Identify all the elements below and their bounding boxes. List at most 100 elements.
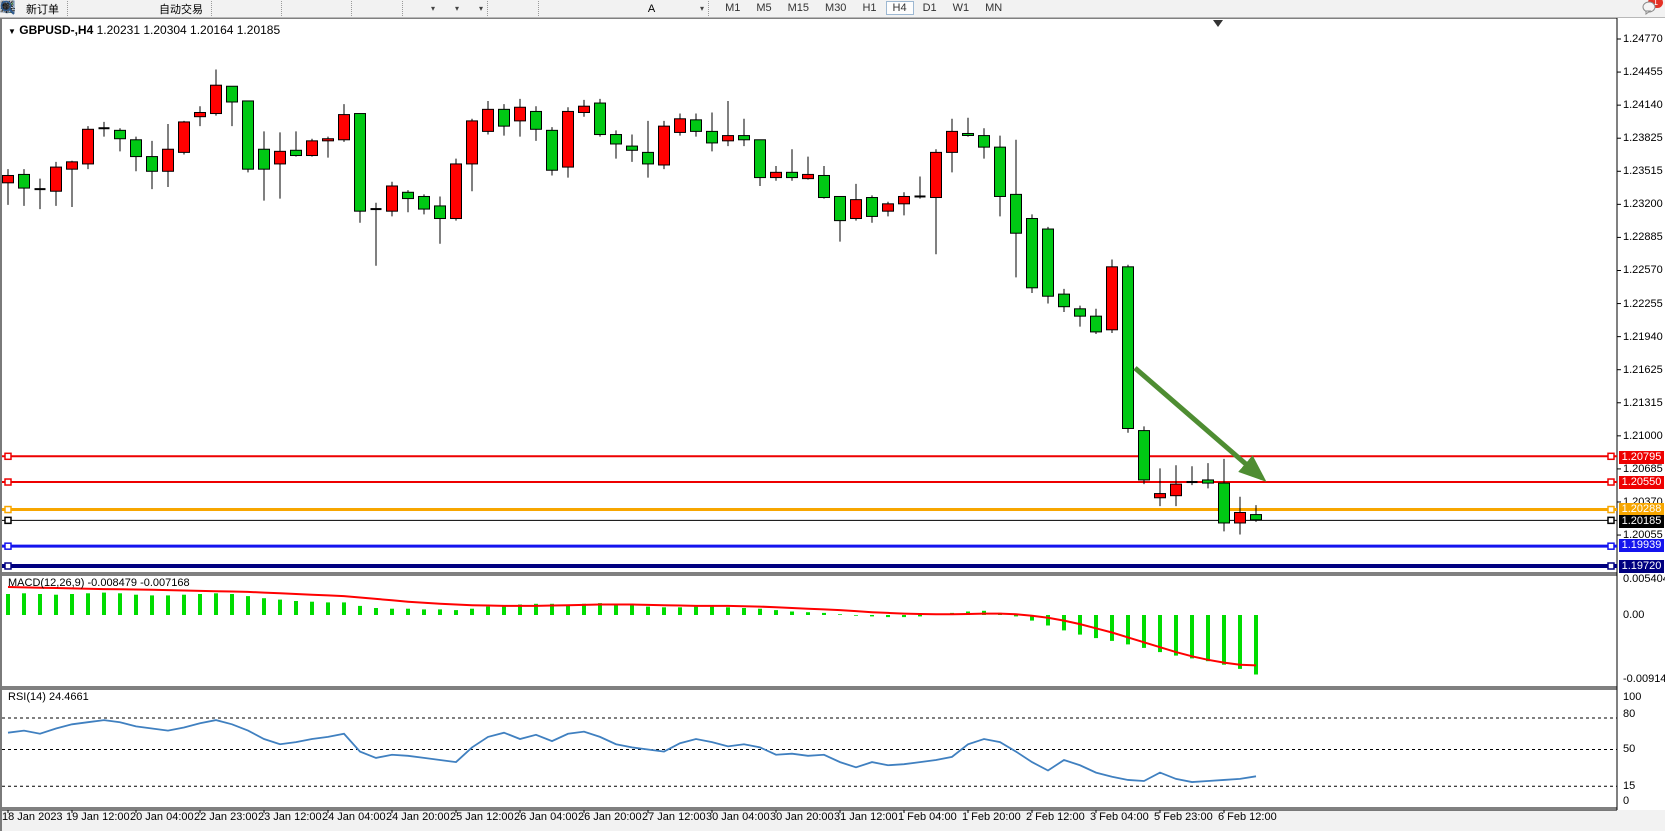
- chart-symbol-title: ▼ GBPUSD-,H4 1.20231 1.20304 1.20164 1.2…: [8, 23, 280, 37]
- horizontal-line-tool-icon[interactable]: [1, 1, 583, 16]
- cursor-icon[interactable]: [2, 1, 513, 16]
- label-tool-icon[interactable]: T: [0, 0, 678, 16]
- symbol-dropdown-icon[interactable]: ▼: [8, 27, 16, 36]
- timeframe-button-M15[interactable]: M15: [787, 2, 810, 14]
- timeframe-button-M1[interactable]: M1: [725, 2, 741, 14]
- periods-dropdown-caret[interactable]: ▾: [455, 4, 460, 13]
- candle-body-down: [1138, 430, 1150, 481]
- date-axis-label: 6 Feb 12:00: [1218, 811, 1277, 823]
- arrows-dropdown-caret[interactable]: ▾: [700, 4, 705, 13]
- candle-body-up: [1106, 266, 1118, 331]
- candle-body-down: [130, 139, 142, 158]
- line-endpoint-marker[interactable]: [4, 452, 12, 461]
- price-tag-1.20185: 1.20185: [1619, 515, 1664, 528]
- date-axis-label: 1 Feb 04:00: [898, 811, 957, 823]
- timeframe-button-M30[interactable]: M30: [825, 2, 847, 14]
- date-axis-label: 25 Jan 12:00: [450, 811, 514, 823]
- market-watch-icon[interactable]: [0, 1, 112, 16]
- templates-dropdown-caret[interactable]: ▾: [479, 4, 484, 13]
- line-endpoint-marker[interactable]: [1607, 452, 1615, 461]
- ohlc-readout: 1.20231 1.20304 1.20164 1.20185: [96, 23, 281, 37]
- candle-body-up: [194, 111, 206, 118]
- equidistant-channel-tool-icon[interactable]: E: [0, 0, 621, 16]
- timeframe-button-H4[interactable]: H4: [885, 1, 914, 15]
- candle-body-down: [642, 151, 654, 165]
- candle-body-down: [626, 145, 638, 151]
- indicators-icon[interactable]: [0, 1, 428, 16]
- zoom-out-icon[interactable]: [1, 1, 326, 16]
- price-axis-tick: 1.21940: [1623, 330, 1663, 343]
- rsi-axis-tick: 0: [1623, 795, 1630, 807]
- price-axis-tick: 1.21315: [1623, 396, 1663, 409]
- line-endpoint-marker[interactable]: [1607, 505, 1615, 514]
- candle-body-up: [850, 199, 862, 220]
- timeframe-button-H1[interactable]: H1: [862, 2, 877, 14]
- candlestick-mode-icon[interactable]: [1, 1, 256, 16]
- line-endpoint-marker[interactable]: [4, 478, 12, 486]
- candle-body-down: [18, 173, 30, 189]
- candle-body-up: [450, 163, 462, 220]
- chart-shift-marker[interactable]: [1213, 20, 1223, 27]
- chart-profiles-icon[interactable]: [0, 1, 93, 16]
- candle-body-down: [706, 130, 718, 144]
- line-endpoint-marker[interactable]: [1607, 478, 1615, 486]
- line-endpoint-marker[interactable]: [1607, 562, 1615, 570]
- candle-body-down: [1122, 266, 1134, 429]
- price-tag-1.20288: 1.20288: [1619, 503, 1664, 516]
- vertical-line-tool-icon[interactable]: [4, 1, 564, 16]
- trendline-tool-icon[interactable]: [0, 0, 602, 16]
- indicators-dropdown-caret[interactable]: ▾: [431, 4, 436, 13]
- timeframe-button-D1[interactable]: D1: [922, 2, 937, 14]
- chart-shift-icon[interactable]: [2, 1, 396, 16]
- notifications-icon[interactable]: 1: [1642, 0, 1663, 16]
- text-tool-icon[interactable]: A: [647, 2, 656, 15]
- candle-body-up: [946, 130, 958, 153]
- candle-body-down: [498, 108, 510, 127]
- line-endpoint-marker[interactable]: [1607, 542, 1615, 550]
- tile-windows-icon[interactable]: [0, 0, 345, 16]
- crosshair-icon[interactable]: [1, 1, 532, 16]
- date-axis-label: 23 Jan 12:00: [258, 811, 322, 823]
- fibonacci-tool-icon[interactable]: F: [1, 1, 640, 16]
- price-axis-tick: 1.23200: [1623, 198, 1663, 211]
- candle-body-down: [1042, 228, 1054, 297]
- search-icon[interactable]: [0, 0, 1632, 16]
- timeframe-button-M5[interactable]: M5: [756, 2, 772, 14]
- auto-trading-icon: [1, 1, 154, 16]
- zoom-in-icon[interactable]: [1, 1, 307, 16]
- price-axis-tick: 1.24455: [1623, 66, 1663, 79]
- line-chart-mode-icon[interactable]: [0, 1, 275, 16]
- candle-body-up: [674, 118, 686, 133]
- line-endpoint-marker[interactable]: [1607, 516, 1615, 525]
- bar-chart-mode-icon[interactable]: [1, 1, 237, 16]
- candle-body-up: [466, 120, 478, 165]
- date-axis-label: 26 Jan 04:00: [514, 811, 578, 823]
- line-endpoint-marker[interactable]: [4, 516, 12, 525]
- templates-icon[interactable]: [0, 0, 476, 16]
- toolbar-right-group: 1: [0, 0, 1663, 16]
- signals-icon[interactable]: [1, 1, 131, 16]
- price-axis-tick: 1.21000: [1623, 429, 1663, 442]
- price-tag-1.19939: 1.19939: [1619, 539, 1664, 552]
- timeframe-button-W1[interactable]: W1: [952, 2, 970, 14]
- macd-indicator-label: MACD(12,26,9) -0.008479 -0.007168: [8, 577, 190, 589]
- line-endpoint-marker[interactable]: [4, 542, 12, 550]
- candle-body-up: [322, 138, 334, 142]
- auto-trading-button[interactable]: 自动交易: [1, 1, 207, 17]
- price-axis-tick: 1.24770: [1623, 33, 1663, 45]
- candle-body-down: [866, 197, 878, 217]
- price-axis-tick: 1.20685: [1623, 462, 1663, 475]
- auto-scroll-icon[interactable]: [3, 1, 377, 16]
- price-axis-tick: 1.22255: [1623, 297, 1663, 310]
- arrows-tool-icon[interactable]: [2, 1, 697, 16]
- annotation-arrow[interactable]: [1133, 366, 1267, 482]
- periods-icon[interactable]: [0, 0, 452, 16]
- date-axis-label: 24 Jan 04:00: [322, 811, 386, 823]
- timeframe-button-MN[interactable]: MN: [985, 2, 1003, 14]
- toolbar-separator: [211, 1, 217, 16]
- line-endpoint-marker[interactable]: [4, 562, 12, 570]
- price-axis-tick: 1.20055: [1623, 529, 1663, 542]
- timeframe-group: M1 M5 M15 M30 H1 H4 D1 W1 MN: [717, 1, 1010, 16]
- line-endpoint-marker[interactable]: [4, 505, 12, 514]
